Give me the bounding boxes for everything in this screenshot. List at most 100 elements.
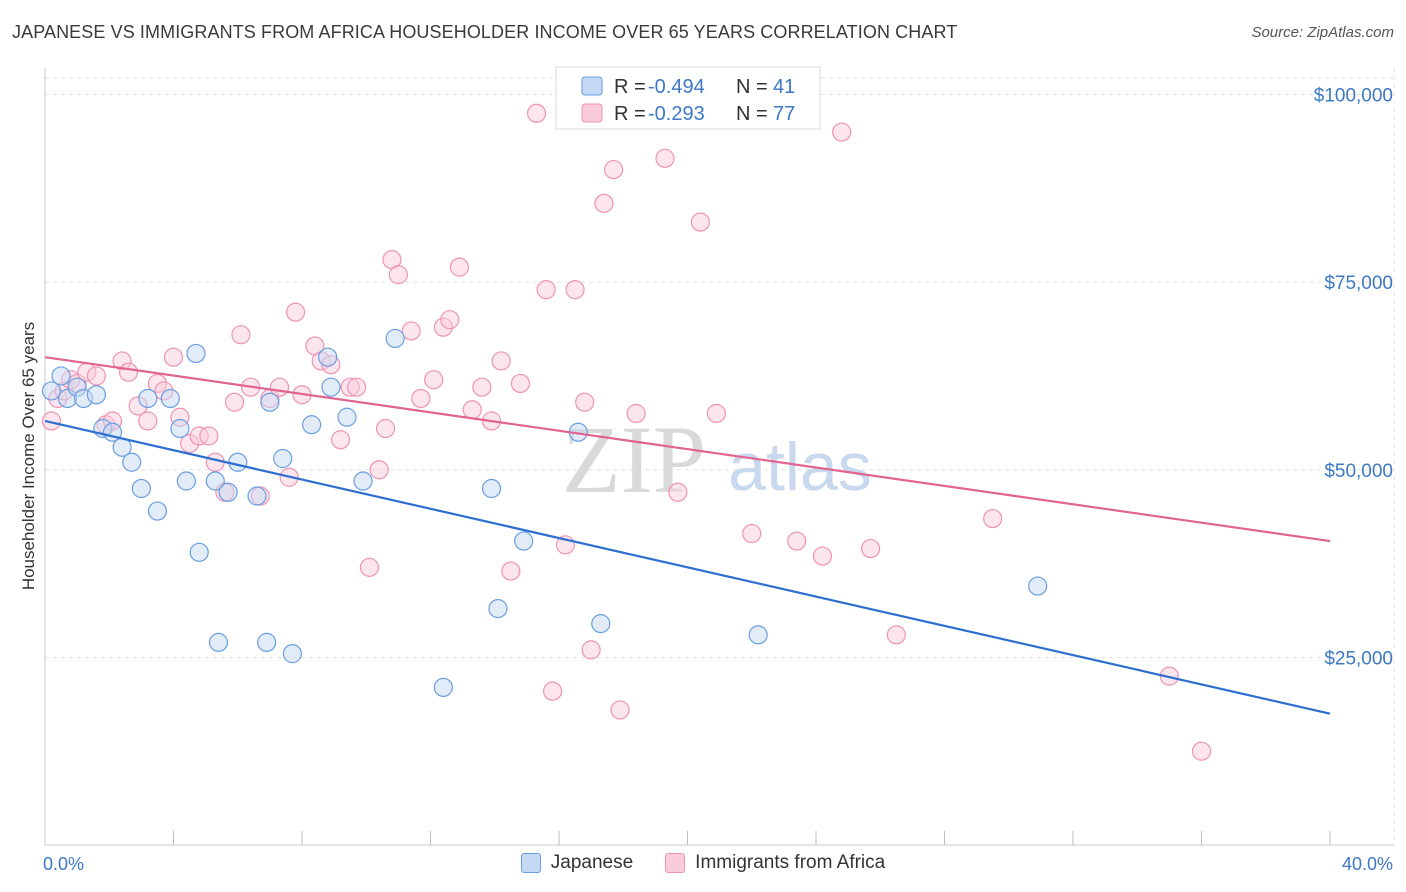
data-point-immigrants-from-africa xyxy=(626,403,646,424)
data-point-immigrants-from-africa xyxy=(472,377,492,397)
data-point-japanese xyxy=(385,328,405,349)
data-point-immigrants-from-africa xyxy=(690,212,710,232)
data-point-japanese xyxy=(205,471,225,491)
legend-r-value: -0.494 xyxy=(648,76,705,98)
data-point-immigrants-from-africa xyxy=(163,347,184,367)
data-point-immigrants-from-africa xyxy=(526,103,547,123)
y-tick-labels: $25,000 $50,000 $75,000 $100,000 xyxy=(1314,86,1393,670)
data-point-immigrants-from-africa xyxy=(510,373,531,394)
data-point-immigrants-from-africa xyxy=(199,426,219,446)
data-point-immigrants-from-africa xyxy=(542,681,563,701)
x-tick-label: 0.0% xyxy=(43,854,84,874)
data-point-immigrants-from-africa xyxy=(812,546,833,566)
trend-line-japanese xyxy=(44,419,1331,715)
data-point-immigrants-from-africa xyxy=(424,370,444,390)
data-point-japanese xyxy=(1028,576,1048,596)
series-japanese xyxy=(41,328,1048,698)
data-point-immigrants-from-africa xyxy=(536,280,556,300)
y-tick-label: $75,000 xyxy=(1324,273,1393,294)
data-point-japanese xyxy=(481,478,502,499)
legend-swatch-immigrants-from-africa xyxy=(665,853,686,873)
data-point-immigrants-from-africa xyxy=(138,411,158,431)
data-point-japanese xyxy=(186,343,206,364)
legend-swatch-japanese xyxy=(581,76,603,96)
data-point-immigrants-from-africa xyxy=(330,430,351,450)
data-point-immigrants-from-africa xyxy=(388,265,408,285)
data-point-immigrants-from-africa xyxy=(861,538,881,559)
data-point-japanese xyxy=(170,418,190,439)
data-point-immigrants-from-africa xyxy=(983,508,1003,529)
data-point-immigrants-from-africa xyxy=(706,403,727,424)
data-point-japanese xyxy=(273,448,293,469)
data-point-japanese xyxy=(51,366,71,386)
data-point-japanese xyxy=(208,632,229,652)
data-point-immigrants-from-africa xyxy=(742,523,762,544)
data-point-immigrants-from-africa xyxy=(440,310,460,330)
data-point-immigrants-from-africa xyxy=(359,557,380,577)
data-point-japanese xyxy=(41,381,62,401)
data-point-immigrants-from-africa xyxy=(231,325,251,345)
data-point-immigrants-from-africa xyxy=(1191,741,1212,761)
data-point-immigrants-from-africa xyxy=(832,122,852,142)
data-point-japanese xyxy=(321,377,341,397)
data-point-japanese xyxy=(591,614,611,634)
legend-n-label: N = xyxy=(736,103,768,125)
data-point-japanese xyxy=(247,486,267,506)
data-point-japanese xyxy=(282,644,302,664)
chart-title: JAPANESE VS IMMIGRANTS FROM AFRICA HOUSE… xyxy=(12,22,958,42)
y-tick-label: $100,000 xyxy=(1314,86,1393,107)
data-point-immigrants-from-africa xyxy=(347,377,367,397)
legend-swatch-immigrants-from-africa xyxy=(581,103,603,123)
legend-n-value: 41 xyxy=(773,76,795,98)
bottom-legend-label: Immigrants from Africa xyxy=(695,852,886,873)
data-point-immigrants-from-africa xyxy=(86,366,107,386)
bottom-legend-item-japanese: Japanese xyxy=(520,852,634,874)
data-point-immigrants-from-africa xyxy=(886,625,906,645)
y-axis-label: Householder Income Over 65 years xyxy=(19,322,38,590)
data-point-japanese xyxy=(318,347,338,367)
data-point-japanese xyxy=(160,388,180,409)
data-point-immigrants-from-africa xyxy=(411,388,431,409)
data-point-japanese xyxy=(131,478,151,499)
trend-line-immigrants-from-africa xyxy=(44,356,1331,543)
data-point-immigrants-from-africa xyxy=(449,257,470,277)
data-point-immigrants-from-africa xyxy=(787,531,807,551)
data-point-immigrants-from-africa xyxy=(491,351,511,371)
grid xyxy=(45,68,1395,845)
legend-r-value: -0.293 xyxy=(648,103,705,125)
y-tick-label: $50,000 xyxy=(1324,461,1393,482)
axes xyxy=(44,68,1394,846)
data-point-immigrants-from-africa xyxy=(369,460,389,480)
legend-n-label: N = xyxy=(736,76,768,98)
data-point-immigrants-from-africa xyxy=(501,561,521,581)
legend: R = -0.494 N = 41 R = -0.293 N = 77 xyxy=(555,66,821,130)
data-point-japanese xyxy=(748,625,768,645)
trend-lines xyxy=(44,356,1331,715)
watermark-atlas: atlas xyxy=(728,429,872,505)
data-point-immigrants-from-africa xyxy=(575,392,595,412)
data-point-japanese xyxy=(228,452,248,472)
legend-n-value: 77 xyxy=(773,103,795,125)
data-point-immigrants-from-africa xyxy=(41,411,62,431)
data-point-japanese xyxy=(337,407,357,427)
data-point-japanese xyxy=(257,632,277,652)
data-point-immigrants-from-africa xyxy=(565,280,585,300)
data-point-japanese xyxy=(433,677,453,698)
source-label: Source: ZipAtlas.com xyxy=(1251,24,1394,41)
data-point-japanese xyxy=(122,452,142,472)
x-tick-label: 40.0% xyxy=(1342,854,1393,874)
y-tick-label: $25,000 xyxy=(1324,648,1393,669)
data-point-japanese xyxy=(189,542,209,562)
data-point-immigrants-from-africa xyxy=(604,159,624,180)
legend-r-label: R = xyxy=(614,103,646,125)
data-point-japanese xyxy=(260,392,280,412)
data-point-immigrants-from-africa xyxy=(668,482,688,502)
data-point-immigrants-from-africa xyxy=(401,321,421,341)
legend-swatch-japanese xyxy=(520,853,541,873)
data-point-japanese xyxy=(488,598,508,619)
bottom-legend: Japanese Immigrants from Africa xyxy=(0,852,1406,874)
data-point-immigrants-from-africa xyxy=(581,640,601,660)
data-point-immigrants-from-africa xyxy=(118,362,139,382)
data-point-japanese xyxy=(218,482,238,502)
bottom-legend-label: Japanese xyxy=(550,852,634,873)
